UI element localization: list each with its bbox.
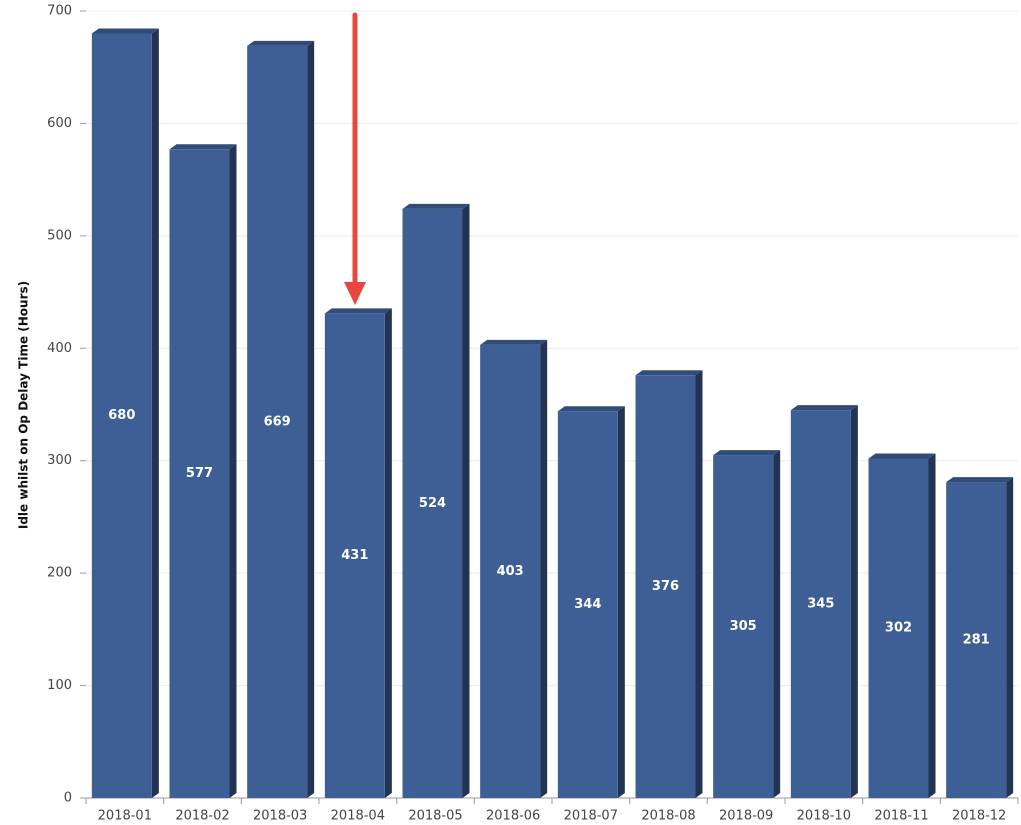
bar-top [402, 203, 470, 209]
y-tick-label: 0 [64, 791, 72, 806]
plot-area: 0 100 200 300 400 500 600 700 2018-01 680 2018-02 5… [47, 4, 1019, 824]
x-tick-label: 2018-01 [98, 809, 152, 824]
y-tick-label: 700 [47, 4, 72, 19]
arrow-head [344, 282, 366, 305]
bar-side [540, 339, 548, 798]
bar [169, 149, 230, 799]
x-tick-label: 2018-06 [486, 809, 540, 824]
bar-top [480, 339, 548, 345]
bar [402, 208, 463, 799]
bar [635, 375, 696, 798]
data-label: 431 [341, 548, 368, 563]
data-label: 524 [419, 496, 446, 511]
data-label: 376 [652, 579, 679, 594]
x-tick-label: 2018-02 [175, 809, 229, 824]
bar-top [557, 406, 625, 412]
bar-top [946, 477, 1014, 483]
annotation-arrow [344, 12, 366, 305]
bar-side [1006, 477, 1014, 798]
bar [946, 482, 1007, 798]
bar-top [713, 450, 781, 456]
bar [713, 455, 774, 798]
y-tick-label: 600 [47, 116, 72, 131]
bar-top [635, 370, 703, 376]
bar-side [307, 40, 315, 799]
x-tick-label: 2018-10 [797, 809, 851, 824]
x-tick-label: 2018-08 [641, 809, 695, 824]
x-tick-label: 2018-11 [874, 809, 928, 824]
x-tick-label: 2018-07 [564, 809, 618, 824]
bar-side [462, 203, 470, 799]
bar-top [91, 28, 159, 34]
data-label: 669 [264, 414, 291, 429]
data-label: 577 [186, 466, 213, 481]
bar-side [850, 405, 858, 798]
x-tick-label: 2018-04 [331, 809, 385, 824]
y-tick-label: 400 [47, 341, 72, 356]
data-label: 344 [574, 597, 601, 612]
bar [790, 410, 851, 798]
bar [247, 45, 308, 799]
bar [324, 313, 385, 798]
bar-top [247, 40, 315, 46]
x-tick-label: 2018-05 [408, 809, 462, 824]
y-tick-label: 100 [47, 678, 72, 693]
data-label: 680 [108, 408, 135, 423]
bar [557, 411, 618, 798]
bar-top [324, 308, 392, 314]
bar [868, 458, 929, 798]
bar-top [790, 405, 858, 411]
data-label: 281 [963, 633, 990, 648]
bar-side [384, 308, 392, 798]
bar-side [151, 28, 159, 798]
y-axis-title: Idle whilst on Op Delay Time (Hours) [17, 281, 31, 529]
bar-top [868, 453, 936, 459]
bar-side [928, 453, 936, 798]
bar [480, 344, 541, 798]
x-tick-label: 2018-03 [253, 809, 307, 824]
data-label: 305 [730, 619, 757, 634]
bar-side [617, 406, 625, 798]
x-tick-label: 2018-09 [719, 809, 773, 824]
data-label: 302 [885, 621, 912, 636]
bar-side [229, 144, 237, 799]
y-tick-label: 300 [47, 453, 72, 468]
bar-side [773, 450, 781, 798]
data-label: 345 [807, 597, 834, 612]
x-tick-label: 2018-12 [952, 809, 1006, 824]
bar [91, 33, 152, 798]
bar-side [695, 370, 703, 798]
y-tick-label: 200 [47, 566, 72, 581]
data-label: 403 [497, 564, 524, 579]
y-tick-label: 500 [47, 228, 72, 243]
bar-top [169, 144, 237, 150]
